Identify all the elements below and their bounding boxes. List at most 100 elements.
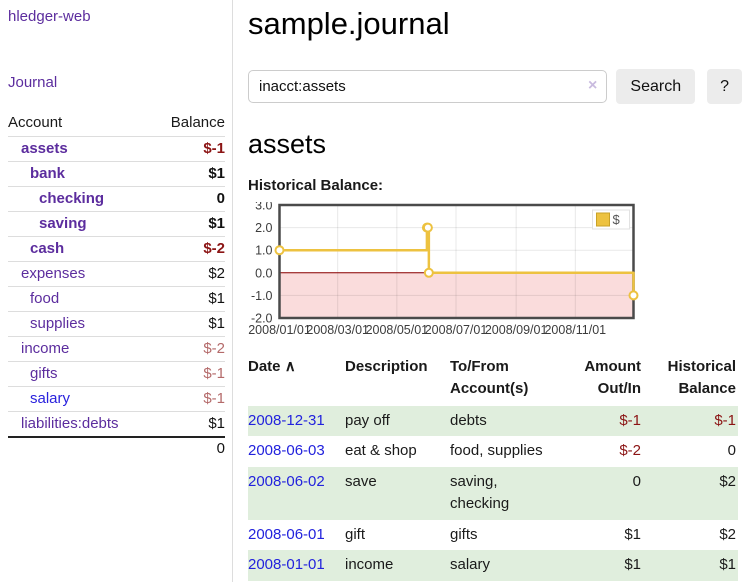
transaction-accounts: saving, checking [450, 473, 510, 512]
account-link[interactable]: assets [21, 140, 68, 157]
transaction-date-link[interactable]: 2008-01-01 [248, 556, 325, 574]
chart-title: Historical Balance: [248, 177, 384, 194]
transaction-date-link[interactable]: 2008-06-02 [248, 473, 325, 490]
account-row: income $-2 [8, 336, 225, 362]
sidebar-item-journal[interactable]: Journal [8, 74, 58, 91]
account-row: supplies $1 [8, 311, 225, 337]
search-form: × Search ? [248, 69, 742, 104]
account-row: food $1 [8, 286, 225, 312]
search-input[interactable] [248, 70, 608, 103]
svg-text:-1.0: -1.0 [251, 289, 273, 303]
account-row: assets $-1 [8, 136, 225, 162]
account-balance: $-1 [203, 365, 225, 382]
transaction-accounts: gifts [450, 525, 478, 543]
svg-text:2008/07/01: 2008/07/01 [425, 323, 488, 337]
transaction-accounts: debts [450, 411, 487, 429]
transaction-row: 2008-06-02 save saving, checking 0 $2 [248, 467, 738, 520]
account-row: cash $-2 [8, 236, 225, 262]
account-balance: $1 [208, 215, 225, 232]
accounts-table: Account Balance assets $-1 bank $1 [8, 112, 225, 461]
svg-text:2.0: 2.0 [255, 221, 272, 235]
transaction-row: 2008-06-01 gift gifts $1 $2 [248, 520, 738, 551]
account-link[interactable]: food [30, 290, 60, 307]
transaction-row: 2008-12-31 pay off debts $-1 $-1 [248, 405, 738, 437]
transaction-accounts: food, supplies [450, 442, 543, 460]
accounts-header-row: Account Balance [8, 112, 225, 137]
account-balance: $1 [208, 315, 225, 332]
transaction-description: gift [345, 525, 366, 543]
search-button[interactable]: Search [616, 69, 696, 104]
help-button[interactable]: ? [707, 69, 742, 104]
account-row: expenses $2 [8, 261, 225, 287]
svg-text:2008/09/01: 2008/09/01 [485, 323, 548, 337]
svg-text:2008/01/01: 2008/01/01 [248, 323, 311, 337]
account-balance: $-2 [203, 340, 225, 357]
clear-search-icon[interactable]: × [588, 77, 598, 94]
account-balance: $1 [208, 415, 225, 432]
transaction-description: income [345, 556, 394, 574]
transaction-description: pay off [345, 411, 390, 429]
account-balance: 0 [216, 190, 225, 207]
account-link[interactable]: supplies [30, 315, 86, 332]
svg-text:2008/05/01: 2008/05/01 [366, 323, 429, 337]
sort-ascending-icon: ∧ [284, 358, 296, 375]
svg-text:-2.0: -2.0 [251, 312, 273, 326]
column-header-date[interactable]: Date ∧ [248, 358, 296, 375]
account-row: gifts $-1 [8, 361, 225, 387]
account-balance: $1 [208, 165, 225, 182]
account-balance: $1 [208, 290, 225, 307]
account-link[interactable]: liabilities:debts [21, 415, 119, 432]
account-row: saving $1 [8, 211, 225, 237]
transaction-row: 2008-06-03 eat & shop food, supplies $-2… [248, 436, 738, 467]
account-link[interactable]: expenses [21, 265, 86, 282]
transaction-date-link[interactable]: 2008-06-01 [248, 525, 325, 543]
main-content: sample.journal × Search ? assets Histori… [248, 0, 742, 581]
account-heading: assets [248, 129, 327, 159]
account-link[interactable]: income [21, 340, 70, 357]
account-balance: $2 [208, 265, 225, 282]
transaction-balance: 0 [727, 442, 736, 460]
svg-text:1.0: 1.0 [255, 244, 272, 258]
account-link[interactable]: gifts [30, 365, 58, 382]
app-brand-link[interactable]: hledger-web [8, 8, 91, 25]
accounts-header-balance: Balance [170, 114, 225, 131]
transaction-description: save [345, 473, 377, 490]
register-header-row: Date ∧ Description To/From Account(s) Am… [248, 354, 738, 406]
transaction-date-link[interactable]: 2008-06-03 [248, 442, 325, 460]
account-link[interactable]: bank [30, 165, 66, 182]
transaction-amount: 0 [632, 473, 641, 490]
svg-text:3.0: 3.0 [255, 202, 272, 213]
accounts-header-account: Account [8, 114, 63, 131]
transaction-date-link[interactable]: 2008-12-31 [248, 411, 325, 429]
transaction-amount: $1 [624, 525, 641, 543]
historical-balance-chart: $3.0 2.0 1.0 0.0 -1.0 -2.02008/01/012008/03/0… [248, 202, 639, 337]
transaction-description: eat & shop [345, 442, 417, 460]
svg-text:$: $ [613, 212, 621, 227]
transaction-balance: $2 [719, 525, 736, 543]
account-link[interactable]: checking [39, 190, 105, 207]
account-row: checking 0 [8, 186, 225, 212]
register-table: Date ∧ Description To/From Account(s) Am… [248, 354, 738, 581]
svg-text:2008/11/01: 2008/11/01 [544, 323, 606, 337]
column-header-description: Description [345, 358, 428, 375]
account-link[interactable]: saving [39, 215, 87, 232]
column-header-accounts: To/From Account(s) [450, 358, 529, 397]
account-balance: $-1 [203, 140, 225, 157]
column-header-balance: Historical Balance [667, 358, 736, 397]
accounts-total-value: 0 [216, 440, 225, 457]
transaction-balance: $1 [719, 556, 736, 574]
account-link[interactable]: salary [30, 390, 71, 407]
account-row: liabilities:debts $1 [8, 411, 225, 438]
account-link[interactable]: cash [30, 240, 65, 257]
accounts-total-row: 0 [8, 437, 225, 461]
page-title: sample.journal [248, 6, 450, 41]
transaction-amount: $1 [624, 556, 641, 574]
transaction-row: 2008-01-01 income salary $1 $1 [248, 550, 738, 581]
transaction-amount: $-1 [619, 411, 641, 429]
account-row: bank $1 [8, 161, 225, 187]
transaction-balance: $2 [719, 473, 736, 490]
account-balance: $-1 [203, 390, 225, 407]
account-row: salary $-1 [8, 386, 225, 412]
sidebar: hledger-web Journal Account Balance asse… [0, 0, 233, 582]
account-balance: $-2 [203, 240, 225, 257]
